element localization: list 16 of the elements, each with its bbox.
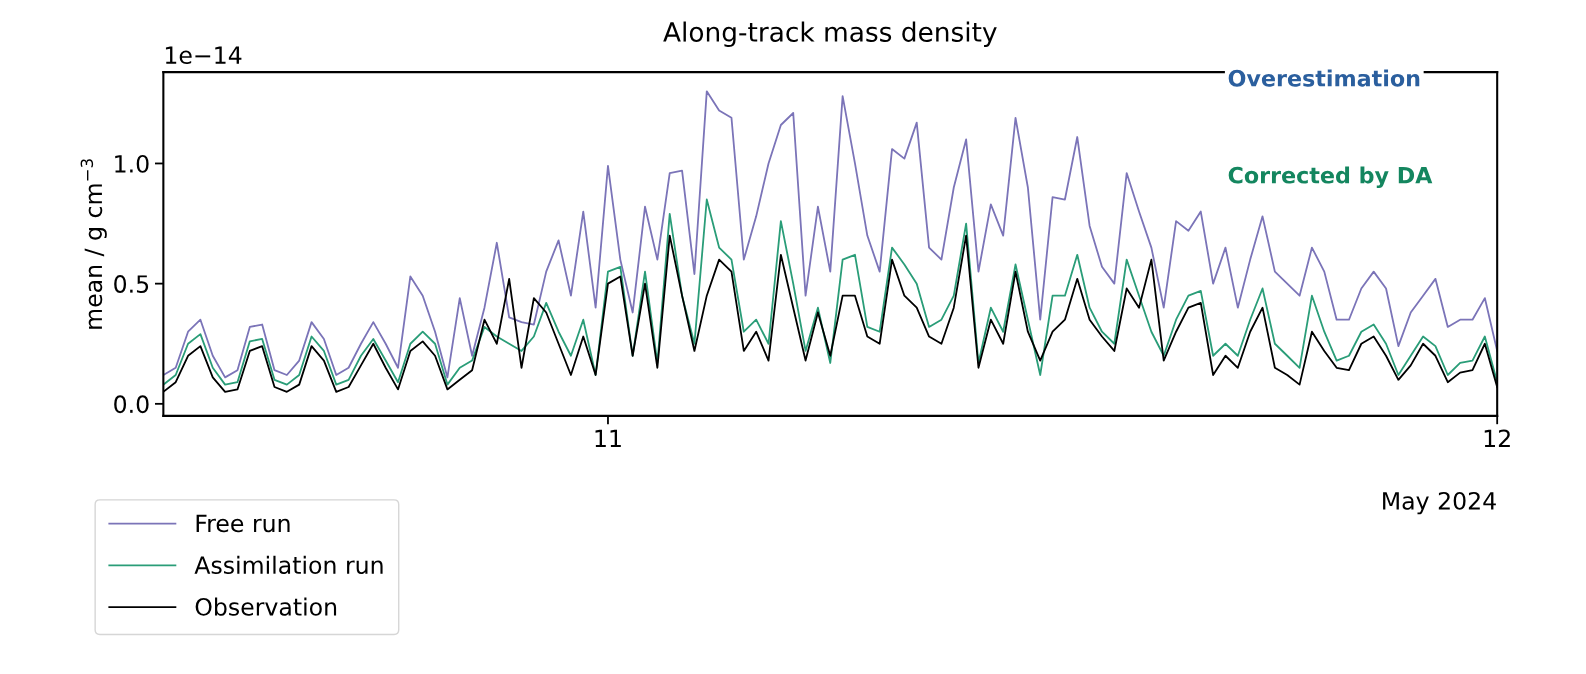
annotation: Overestimation xyxy=(1228,69,1420,87)
legend-label: Assimilation run xyxy=(194,555,383,575)
legend-label: Observation xyxy=(195,597,337,616)
y-tick-label: 0.5 xyxy=(114,275,149,293)
y-axis-title: mean / g cm$^{−3}$ xyxy=(80,159,107,329)
y-tick-label: 0.0 xyxy=(114,395,149,414)
x-tick-label: 12 xyxy=(1484,429,1510,447)
annotation: Corrected by DA xyxy=(1228,166,1433,189)
text: 1e−14 xyxy=(165,46,242,65)
legend-label: Free run xyxy=(196,514,290,533)
x-tick-label: 11 xyxy=(595,429,621,447)
line-series xyxy=(163,90,1498,379)
chart-title: Along-track mass density xyxy=(663,21,997,48)
text: May 2024 xyxy=(1383,491,1496,515)
line-series xyxy=(163,198,1498,386)
y-tick-label: 1.0 xyxy=(115,154,149,173)
